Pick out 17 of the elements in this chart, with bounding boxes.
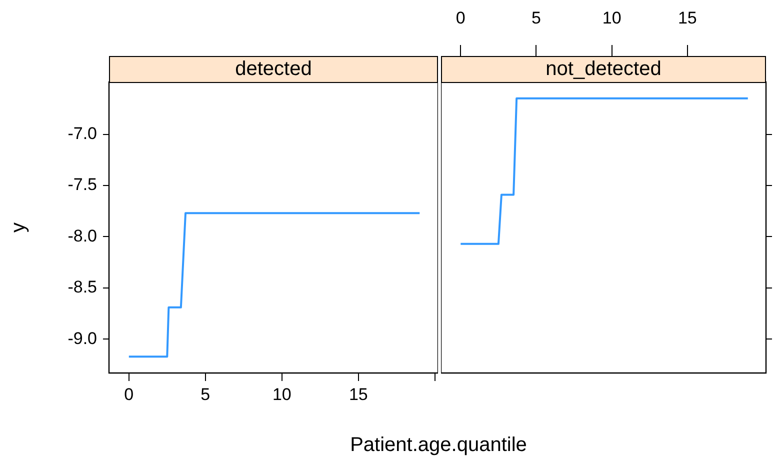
y-tick-label: -7.5	[68, 175, 97, 194]
y-axis-title: y	[8, 222, 30, 234]
x-tick-label: 10	[272, 384, 292, 404]
x-axis-title: Patient.age.quantile	[349, 434, 528, 457]
x-tick-label: 0	[124, 384, 134, 404]
x-tick-label: 5	[532, 8, 541, 28]
y-tick-label: -7.0	[68, 124, 97, 143]
x-tick-label: 15	[678, 8, 697, 28]
x-tick-label: 5	[200, 384, 210, 404]
x-tick-label: 10	[602, 8, 622, 28]
y-tick-label: -8.5	[68, 278, 97, 297]
chart-title: not_detected	[441, 56, 766, 83]
y-tick-label: -8.0	[68, 226, 97, 246]
chart-title: detected	[109, 56, 438, 83]
x-tick-label: 0	[456, 8, 466, 28]
x-tick-label: 15	[348, 384, 368, 404]
y-tick-label: -9.0	[68, 328, 97, 348]
